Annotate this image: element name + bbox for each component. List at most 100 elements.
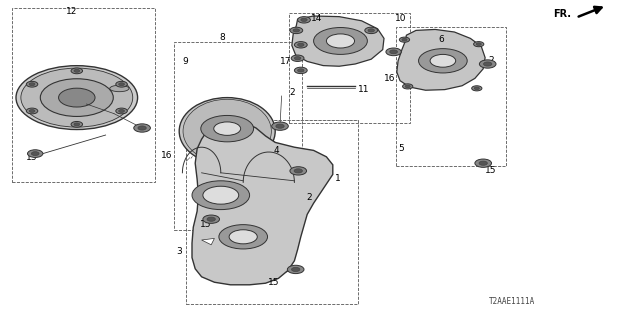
Text: 5: 5 bbox=[398, 144, 404, 153]
Text: 15: 15 bbox=[485, 166, 497, 175]
Ellipse shape bbox=[16, 66, 138, 130]
Ellipse shape bbox=[298, 17, 310, 23]
Ellipse shape bbox=[291, 55, 304, 61]
Text: 15: 15 bbox=[200, 220, 212, 229]
Bar bbox=[174, 42, 302, 230]
Ellipse shape bbox=[134, 124, 150, 132]
Text: 9: 9 bbox=[182, 57, 188, 66]
Ellipse shape bbox=[214, 122, 241, 135]
Text: FR.: FR. bbox=[553, 9, 571, 19]
Text: 17: 17 bbox=[280, 57, 291, 66]
Ellipse shape bbox=[207, 217, 215, 221]
Ellipse shape bbox=[110, 85, 129, 92]
Text: 14: 14 bbox=[310, 14, 322, 23]
Ellipse shape bbox=[314, 28, 367, 54]
Text: 10: 10 bbox=[395, 14, 406, 23]
Text: 16: 16 bbox=[161, 151, 173, 160]
Text: 11: 11 bbox=[358, 85, 370, 94]
Text: 1: 1 bbox=[335, 174, 341, 183]
Ellipse shape bbox=[203, 215, 220, 223]
Ellipse shape bbox=[399, 37, 410, 42]
Ellipse shape bbox=[29, 83, 35, 86]
Text: 4: 4 bbox=[273, 146, 279, 155]
Ellipse shape bbox=[116, 108, 127, 114]
Ellipse shape bbox=[287, 265, 304, 274]
Ellipse shape bbox=[74, 69, 79, 72]
Bar bbox=[396, 27, 506, 166]
Ellipse shape bbox=[118, 109, 124, 112]
Ellipse shape bbox=[272, 122, 288, 130]
Text: 13: 13 bbox=[26, 153, 37, 162]
Ellipse shape bbox=[219, 225, 268, 249]
Ellipse shape bbox=[211, 147, 243, 163]
Ellipse shape bbox=[390, 50, 397, 54]
Ellipse shape bbox=[290, 27, 303, 34]
Ellipse shape bbox=[40, 79, 113, 116]
Text: T2AAE1111A: T2AAE1111A bbox=[489, 297, 535, 306]
Ellipse shape bbox=[118, 83, 124, 86]
Ellipse shape bbox=[475, 159, 492, 167]
Ellipse shape bbox=[403, 84, 413, 89]
Text: 3: 3 bbox=[176, 247, 182, 256]
Ellipse shape bbox=[298, 69, 304, 72]
Ellipse shape bbox=[71, 68, 83, 74]
Ellipse shape bbox=[74, 123, 79, 126]
Text: 2: 2 bbox=[306, 193, 312, 202]
Polygon shape bbox=[397, 29, 485, 90]
Ellipse shape bbox=[479, 60, 496, 68]
Ellipse shape bbox=[59, 88, 95, 107]
Text: 15: 15 bbox=[268, 278, 279, 287]
Ellipse shape bbox=[28, 150, 43, 157]
Ellipse shape bbox=[294, 42, 307, 48]
Bar bbox=[186, 120, 358, 304]
Ellipse shape bbox=[229, 230, 257, 244]
Ellipse shape bbox=[71, 122, 83, 127]
Ellipse shape bbox=[298, 43, 304, 46]
Ellipse shape bbox=[301, 18, 307, 21]
Ellipse shape bbox=[294, 67, 307, 74]
Ellipse shape bbox=[138, 126, 147, 130]
Ellipse shape bbox=[405, 85, 410, 88]
Ellipse shape bbox=[293, 29, 300, 32]
Ellipse shape bbox=[31, 152, 39, 156]
Ellipse shape bbox=[294, 57, 301, 60]
Ellipse shape bbox=[21, 68, 132, 127]
Text: 2: 2 bbox=[289, 88, 295, 97]
Ellipse shape bbox=[484, 62, 492, 66]
Ellipse shape bbox=[220, 151, 235, 159]
Polygon shape bbox=[202, 238, 214, 245]
Polygon shape bbox=[192, 122, 333, 285]
Ellipse shape bbox=[183, 99, 271, 163]
Ellipse shape bbox=[368, 29, 374, 32]
Ellipse shape bbox=[402, 38, 407, 41]
Ellipse shape bbox=[476, 43, 481, 45]
Text: 6: 6 bbox=[439, 35, 444, 44]
Ellipse shape bbox=[29, 109, 35, 112]
Ellipse shape bbox=[472, 86, 482, 91]
Text: 8: 8 bbox=[220, 33, 225, 42]
Ellipse shape bbox=[479, 161, 488, 165]
Ellipse shape bbox=[26, 108, 38, 114]
Text: 2: 2 bbox=[488, 56, 494, 65]
Ellipse shape bbox=[474, 87, 479, 90]
Ellipse shape bbox=[179, 98, 275, 165]
Ellipse shape bbox=[326, 34, 355, 48]
Ellipse shape bbox=[386, 48, 401, 56]
Ellipse shape bbox=[430, 54, 456, 67]
Ellipse shape bbox=[116, 81, 127, 87]
Ellipse shape bbox=[26, 81, 38, 87]
Ellipse shape bbox=[203, 186, 239, 204]
Ellipse shape bbox=[419, 49, 467, 73]
Text: 12: 12 bbox=[66, 7, 77, 16]
Polygon shape bbox=[292, 16, 384, 66]
Ellipse shape bbox=[474, 42, 484, 47]
Bar bbox=[289, 13, 410, 123]
Ellipse shape bbox=[365, 27, 378, 34]
Ellipse shape bbox=[201, 116, 253, 142]
Bar bbox=[12, 8, 155, 182]
Ellipse shape bbox=[276, 124, 284, 128]
Text: 16: 16 bbox=[384, 74, 396, 83]
Ellipse shape bbox=[192, 181, 250, 210]
Ellipse shape bbox=[294, 169, 303, 173]
Ellipse shape bbox=[292, 268, 300, 271]
